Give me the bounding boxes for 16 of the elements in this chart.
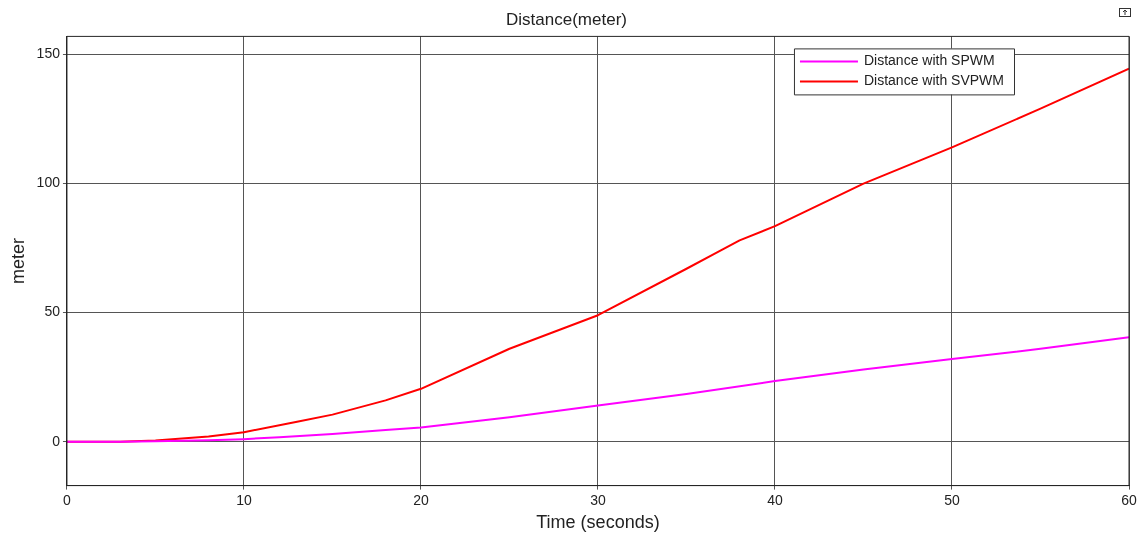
y-axis-title: meter bbox=[7, 237, 28, 285]
x-tick-label: 20 bbox=[413, 491, 429, 508]
x-tick-label: 30 bbox=[590, 491, 606, 508]
y-tick-label: 150 bbox=[36, 45, 61, 62]
chart-title: Distance(meter) bbox=[506, 9, 627, 29]
y-tick-label: 0 bbox=[52, 432, 61, 449]
legend-label: Distance with SVPWM bbox=[863, 72, 1005, 89]
x-tick-label: 10 bbox=[236, 491, 252, 508]
legend-label: Distance with SPWM bbox=[863, 52, 995, 69]
y-tick-label: 50 bbox=[44, 303, 61, 320]
y-tick-label: 100 bbox=[36, 174, 61, 191]
x-tick-label: 50 bbox=[944, 491, 960, 508]
x-tick-label: 60 bbox=[1121, 491, 1137, 508]
x-axis-title: Time (seconds) bbox=[536, 512, 660, 533]
x-tick-label: 0 bbox=[63, 491, 72, 508]
x-tick-label: 40 bbox=[767, 491, 783, 508]
